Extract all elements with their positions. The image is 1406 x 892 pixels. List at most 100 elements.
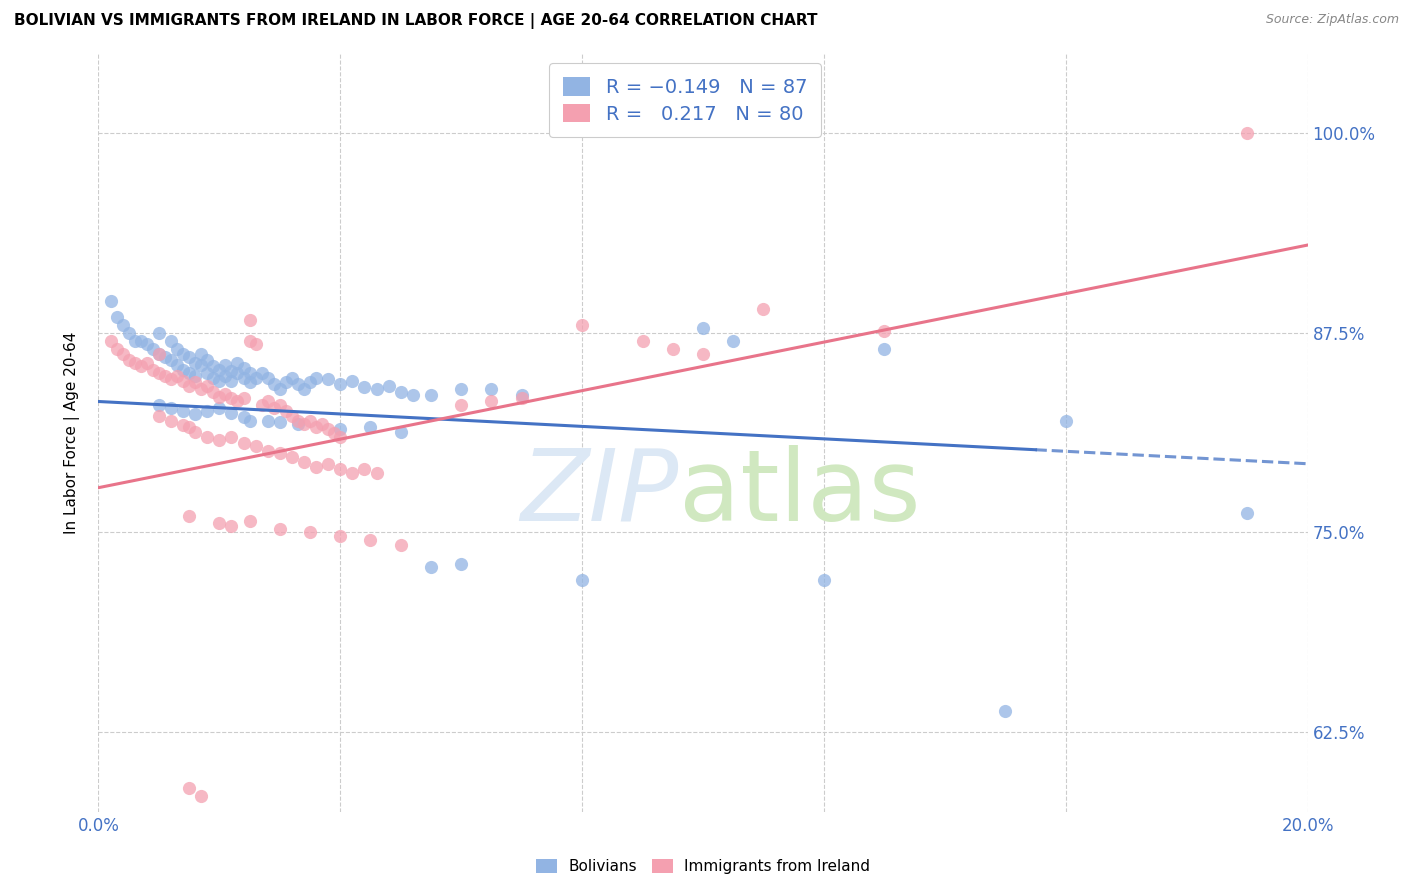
Point bbox=[420, 388, 443, 402]
Point bbox=[274, 404, 297, 418]
Point bbox=[221, 364, 243, 378]
Point bbox=[292, 455, 315, 469]
Point bbox=[305, 459, 328, 474]
Y-axis label: In Labor Force | Age 20-64: In Labor Force | Age 20-64 bbox=[63, 332, 80, 533]
Point bbox=[124, 334, 146, 348]
Point bbox=[239, 334, 262, 348]
Point bbox=[184, 356, 207, 370]
Point bbox=[250, 366, 273, 380]
Point bbox=[100, 293, 122, 308]
Point bbox=[256, 414, 278, 428]
Point bbox=[160, 334, 183, 348]
Point bbox=[752, 301, 775, 316]
Point bbox=[366, 467, 388, 481]
Point bbox=[269, 382, 291, 396]
Point bbox=[305, 420, 328, 434]
Legend: Bolivians, Immigrants from Ireland: Bolivians, Immigrants from Ireland bbox=[529, 851, 877, 881]
Point bbox=[179, 350, 201, 364]
Point bbox=[226, 356, 249, 370]
Point bbox=[402, 388, 425, 402]
Point bbox=[153, 368, 176, 383]
Point bbox=[661, 342, 683, 356]
Point bbox=[202, 359, 225, 374]
Point bbox=[179, 378, 201, 392]
Point bbox=[148, 409, 170, 423]
Point bbox=[124, 356, 146, 370]
Point bbox=[1236, 126, 1258, 140]
Point bbox=[245, 337, 267, 351]
Point bbox=[195, 429, 218, 443]
Text: atlas: atlas bbox=[679, 445, 921, 541]
Point bbox=[100, 334, 122, 348]
Point bbox=[366, 382, 388, 396]
Point bbox=[692, 321, 714, 335]
Point bbox=[305, 370, 328, 384]
Point bbox=[111, 318, 134, 332]
Point bbox=[153, 350, 176, 364]
Point bbox=[263, 401, 285, 415]
Point bbox=[208, 516, 231, 530]
Point bbox=[118, 326, 141, 340]
Point bbox=[239, 414, 262, 428]
Point bbox=[111, 346, 134, 360]
Point bbox=[129, 334, 152, 348]
Point bbox=[299, 376, 322, 390]
Point bbox=[481, 394, 503, 409]
Point bbox=[202, 370, 225, 384]
Point bbox=[873, 342, 896, 356]
Point bbox=[148, 326, 170, 340]
Point bbox=[208, 433, 231, 447]
Point bbox=[250, 398, 273, 412]
Point bbox=[239, 313, 262, 327]
Point bbox=[329, 461, 352, 475]
Point bbox=[281, 370, 304, 384]
Point bbox=[323, 426, 346, 441]
Point bbox=[166, 358, 188, 372]
Point bbox=[172, 404, 194, 418]
Point bbox=[208, 401, 231, 415]
Text: Source: ZipAtlas.com: Source: ZipAtlas.com bbox=[1265, 13, 1399, 27]
Point bbox=[160, 372, 183, 386]
Point bbox=[239, 514, 262, 528]
Point bbox=[166, 368, 188, 383]
Point bbox=[360, 420, 382, 434]
Point bbox=[232, 436, 254, 450]
Point bbox=[631, 334, 654, 348]
Point bbox=[179, 509, 201, 524]
Point bbox=[316, 372, 339, 386]
Point bbox=[221, 429, 243, 443]
Point bbox=[184, 407, 207, 421]
Point bbox=[221, 406, 243, 420]
Point bbox=[190, 346, 212, 360]
Point bbox=[239, 366, 262, 380]
Point bbox=[389, 384, 412, 399]
Point bbox=[208, 390, 231, 404]
Point bbox=[148, 398, 170, 412]
Point bbox=[160, 353, 183, 368]
Point bbox=[129, 359, 152, 374]
Point bbox=[214, 368, 236, 383]
Point bbox=[263, 376, 285, 391]
Point bbox=[232, 410, 254, 425]
Point bbox=[184, 368, 207, 383]
Point bbox=[172, 362, 194, 376]
Point bbox=[166, 342, 188, 356]
Point bbox=[226, 394, 249, 409]
Point bbox=[195, 378, 218, 392]
Point bbox=[329, 528, 352, 542]
Text: ZIP: ZIP bbox=[520, 445, 679, 541]
Point bbox=[105, 310, 128, 324]
Point bbox=[184, 425, 207, 439]
Point bbox=[179, 366, 201, 380]
Point bbox=[105, 342, 128, 356]
Point bbox=[292, 382, 315, 396]
Point bbox=[208, 362, 231, 376]
Point bbox=[994, 704, 1017, 718]
Point bbox=[179, 780, 201, 795]
Point bbox=[142, 342, 165, 356]
Point bbox=[269, 415, 291, 429]
Point bbox=[190, 382, 212, 396]
Point bbox=[256, 370, 278, 384]
Point bbox=[292, 417, 315, 431]
Point bbox=[179, 420, 201, 434]
